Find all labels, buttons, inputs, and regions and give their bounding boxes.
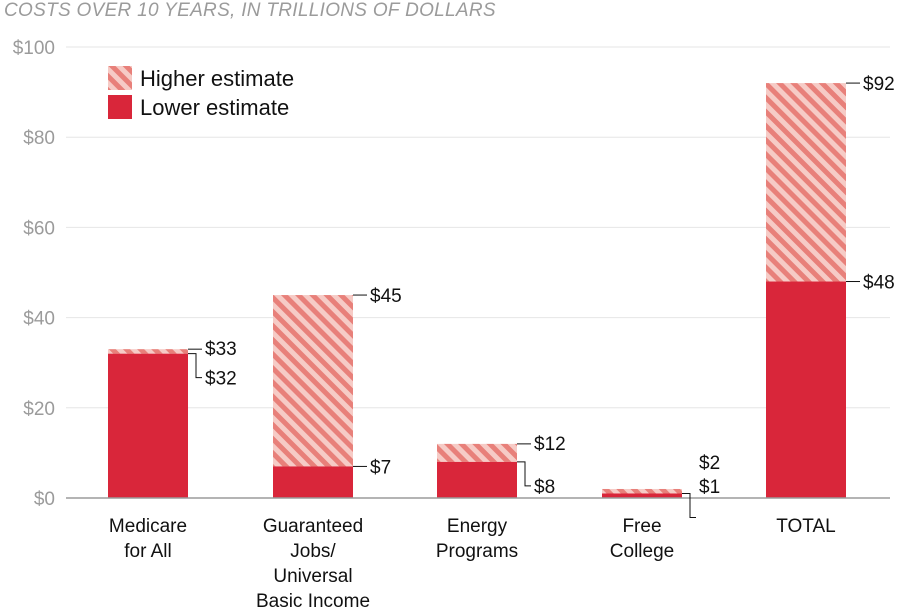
y-tick-label: $40 [23,309,55,330]
value-label-higher: $33 [205,339,237,360]
category-label: Free College [610,516,674,562]
value-label-lower: $1 [699,477,720,498]
bar-higher-estimate [602,488,682,494]
bar-lower-estimate [273,466,353,498]
y-tick-label: $80 [23,128,55,149]
category-label: Energy Programs [436,516,518,562]
value-label-lower: $48 [863,273,895,294]
y-tick-label: $0 [34,489,55,510]
value-label-lower: $32 [205,369,237,390]
bars [108,83,846,498]
value-label-higher: $45 [370,286,402,307]
grid-lines [66,46,890,409]
value-label-lower: $8 [534,477,555,498]
axes: $0 $20 $40 $60 $80 $100 [13,38,890,510]
legend-label-lower: Lower estimate [140,95,289,120]
value-label-higher: $2 [699,453,720,474]
bar-higher-estimate [108,349,188,354]
category-label: TOTAL [776,516,835,537]
bar-lower-estimate [108,353,188,498]
bar-higher-estimate [273,295,353,467]
y-tick-label: $100 [13,38,55,59]
legend-label-higher: Higher estimate [140,66,294,91]
legend-swatch-higher [108,66,132,90]
bar-higher-estimate [766,83,846,282]
category-label: Medicare for All [109,516,187,562]
value-label-higher: $92 [863,74,895,95]
bar-higher-estimate [437,443,517,462]
category-label: Guaranteed Jobs/Universal Basic Income [256,516,370,608]
chart-title: COSTS OVER 10 YEARS, IN TRILLIONS OF DOL… [4,0,496,21]
y-tick-label: $20 [23,399,55,420]
bar-lower-estimate [602,493,682,498]
bar-lower-estimate [437,461,517,498]
labels: Medicare for All $33 $32 Guaranteed Jobs/Univ… [109,74,895,608]
bar-lower-estimate [766,281,846,498]
y-tick-label: $60 [23,218,55,239]
leader-line [682,492,696,518]
value-label-lower: $7 [370,457,391,478]
legend: Higher estimate Lower estimate [108,66,294,120]
legend-swatch-lower [108,95,132,119]
leader-line [188,353,202,379]
leader-line [517,461,531,487]
value-label-higher: $12 [534,434,566,455]
